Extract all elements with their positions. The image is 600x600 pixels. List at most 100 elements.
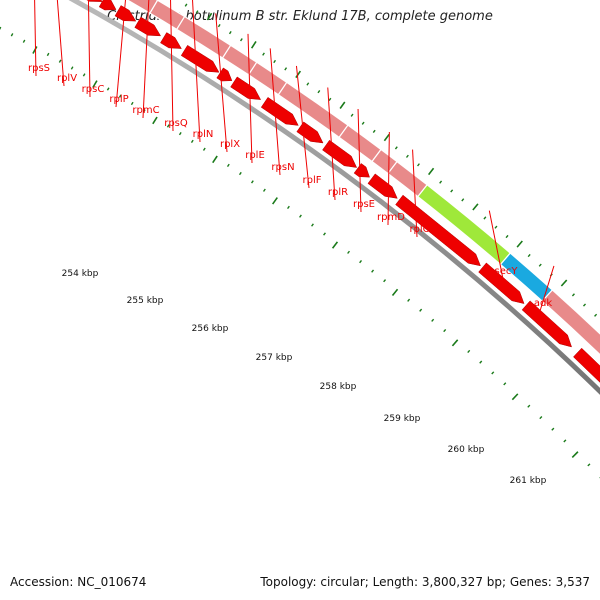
cds-arrow bbox=[180, 44, 220, 73]
tick-mark bbox=[92, 80, 98, 88]
tick-mark bbox=[328, 97, 332, 102]
cds-arrow bbox=[86, 0, 103, 2]
gene-label: rpmD bbox=[377, 212, 405, 223]
kbp-scale-labels: 254 kbp 255 kbp 256 kbp 257 kbp 258 kbp 259 k… bbox=[62, 269, 547, 486]
tick-mark bbox=[538, 263, 542, 267]
tick-mark bbox=[479, 360, 483, 364]
leader-line bbox=[56, 0, 65, 87]
gene-label: rpmC bbox=[132, 105, 159, 116]
tick-mark bbox=[202, 147, 206, 151]
genome-summary-text: Topology: circular; Length: 3,800,327 bp… bbox=[260, 575, 590, 589]
label-leader-lines bbox=[34, 0, 555, 312]
tick-mark bbox=[284, 67, 288, 71]
tick-mark bbox=[22, 39, 26, 43]
tick-mark bbox=[563, 439, 567, 443]
tick-mark bbox=[239, 38, 243, 42]
kbp-label: 261 kbp bbox=[510, 476, 547, 486]
tick-mark bbox=[130, 101, 134, 106]
tick-mark bbox=[272, 197, 278, 205]
tick-mark bbox=[262, 52, 265, 56]
tick-mark bbox=[331, 241, 339, 249]
tick-mark bbox=[317, 90, 321, 94]
gene-label: rplP bbox=[109, 94, 128, 105]
gene-label: rplV bbox=[57, 73, 77, 84]
tick-mark bbox=[178, 131, 182, 136]
leader-line bbox=[357, 109, 362, 213]
cds-arrow bbox=[216, 67, 233, 82]
tick-mark bbox=[10, 33, 14, 37]
tick-mark bbox=[407, 298, 411, 302]
tick-mark bbox=[190, 139, 194, 144]
tick-mark bbox=[82, 73, 86, 77]
kbp-label: 256 kbp bbox=[192, 324, 229, 334]
tick-mark bbox=[491, 371, 495, 375]
tick-mark bbox=[383, 279, 387, 283]
tick-mark bbox=[206, 12, 213, 21]
leader-line bbox=[34, 0, 37, 77]
tick-mark bbox=[238, 171, 242, 176]
leader-line bbox=[488, 210, 504, 280]
cds-arrow bbox=[260, 96, 299, 126]
leader-line bbox=[412, 149, 418, 238]
leader-line bbox=[192, 0, 201, 143]
map-title: Clostridium botulinum B str. Eklund 17B,… bbox=[107, 9, 493, 24]
cds-arrow bbox=[521, 300, 572, 348]
cds-arrow bbox=[230, 76, 262, 100]
leader-line bbox=[269, 48, 281, 176]
tick-mark bbox=[472, 203, 479, 211]
gene-label: rpsQ bbox=[164, 118, 188, 129]
cds-arrow bbox=[478, 262, 525, 304]
tick-mark bbox=[70, 66, 74, 70]
tick-mark bbox=[467, 349, 471, 354]
tick-mark bbox=[212, 155, 218, 164]
tick-mark bbox=[571, 293, 575, 297]
cds-arrow bbox=[367, 173, 398, 199]
tick-mark bbox=[106, 87, 110, 91]
feature-track bbox=[126, 0, 600, 356]
tick-mark bbox=[427, 167, 435, 176]
gene-label: rplR bbox=[328, 187, 348, 198]
tick-mark bbox=[461, 198, 465, 202]
tick-mark bbox=[391, 288, 399, 296]
tick-mark bbox=[405, 154, 409, 158]
tick-mark bbox=[250, 41, 257, 49]
tick-mark bbox=[372, 129, 376, 133]
leader-line bbox=[87, 0, 91, 98]
tick-mark bbox=[594, 313, 598, 317]
cds-arrow bbox=[395, 194, 481, 267]
kbp-label: 257 kbp bbox=[256, 353, 293, 363]
tick-mark bbox=[32, 46, 38, 54]
tick-mark bbox=[587, 463, 591, 467]
tick-mark bbox=[339, 101, 346, 109]
tick-mark bbox=[359, 260, 363, 264]
feature-segment bbox=[541, 289, 600, 356]
gene-label: rpsC bbox=[82, 84, 105, 95]
gene-label: rpsN bbox=[271, 162, 294, 173]
tick-mark bbox=[483, 216, 487, 220]
tick-mark bbox=[195, 10, 199, 14]
leader-line bbox=[142, 0, 150, 119]
tick-mark bbox=[451, 339, 459, 347]
tick-mark bbox=[494, 225, 498, 229]
cds-arrow-track bbox=[86, 0, 600, 383]
cds-arrow bbox=[322, 139, 358, 168]
cds-arrow bbox=[98, 0, 117, 11]
leader-line bbox=[115, 0, 126, 108]
tick-mark bbox=[350, 113, 354, 117]
tick-mark bbox=[184, 3, 188, 7]
tick-mark bbox=[262, 188, 266, 192]
cds-arrow bbox=[296, 121, 324, 144]
tick-mark bbox=[511, 393, 519, 401]
tick-mark bbox=[582, 303, 587, 307]
kbp-label: 260 kbp bbox=[448, 445, 485, 455]
kbp-label: 255 kbp bbox=[127, 296, 164, 306]
tick-mark bbox=[516, 240, 523, 248]
tick-mark bbox=[361, 121, 365, 125]
tick-mark bbox=[371, 269, 375, 273]
tick-mark bbox=[226, 163, 230, 167]
tick-mark bbox=[419, 308, 423, 312]
gene-labels: rpsS rplV rpsC rplP rpmC rpsQ rplN rplX rplE rpsN… bbox=[28, 63, 552, 309]
gene-label: rpsS bbox=[28, 63, 50, 74]
tick-mark bbox=[166, 124, 170, 128]
